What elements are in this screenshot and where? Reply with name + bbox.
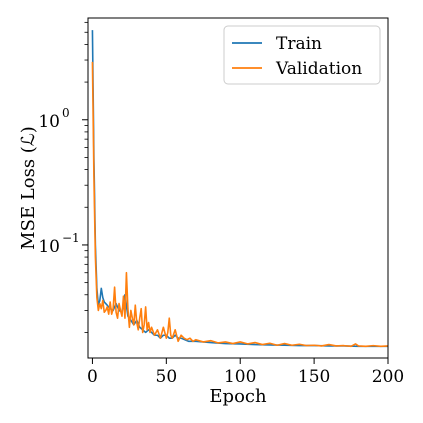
legend-label-train: Train: [276, 34, 322, 54]
y-tick-exponent: −1: [62, 231, 80, 245]
x-tick-label: 50: [156, 367, 178, 387]
plot-frame: [87, 17, 389, 359]
x-axis-label: Epoch: [209, 386, 267, 407]
y-tick-exponent: 0: [62, 106, 70, 120]
x-axis: 0 50 100 150 200: [87, 358, 404, 387]
x-tick-label: 100: [224, 367, 256, 387]
legend: Train Validation: [223, 25, 381, 85]
x-tick-label: 0: [87, 367, 98, 387]
y-tick-label: 10: [38, 112, 60, 132]
series-line-validation: [91, 61, 389, 348]
y-tick-label: 10: [38, 237, 60, 257]
legend-label-validation: Validation: [275, 59, 362, 79]
legend-box: [223, 25, 381, 85]
x-tick-label: 150: [298, 367, 330, 387]
x-tick-label: 200: [372, 367, 404, 387]
series-layer: [91, 30, 389, 348]
y-axis-label: MSE Loss (ℒ): [18, 126, 39, 250]
